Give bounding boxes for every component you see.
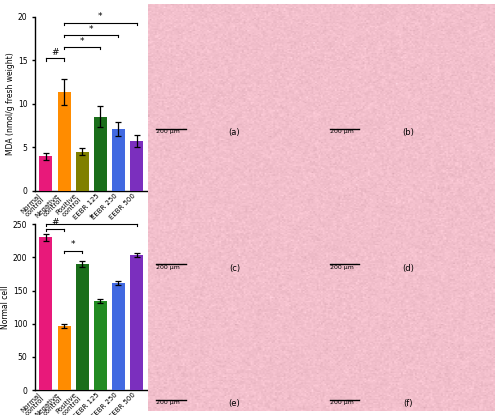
- Bar: [130, 255, 143, 390]
- Y-axis label: MDA (nmol/g fresh weight): MDA (nmol/g fresh weight): [6, 52, 15, 155]
- Bar: [94, 117, 107, 191]
- Text: 200 μm: 200 μm: [156, 265, 180, 270]
- Bar: [76, 151, 88, 191]
- Text: (b): (b): [402, 128, 414, 137]
- Text: *: *: [89, 214, 94, 223]
- Bar: [40, 156, 52, 191]
- Text: 200 μm: 200 μm: [156, 400, 180, 405]
- Bar: [94, 301, 107, 390]
- Text: *: *: [71, 240, 76, 249]
- Bar: [112, 283, 125, 390]
- Text: (a): (a): [228, 128, 240, 137]
- Bar: [58, 93, 70, 191]
- Bar: [40, 237, 52, 390]
- Text: (c): (c): [229, 264, 240, 273]
- Text: 200 μm: 200 μm: [330, 400, 354, 405]
- Text: #: #: [51, 218, 59, 227]
- Text: 200 μm: 200 μm: [330, 129, 354, 134]
- Text: *: *: [98, 12, 102, 21]
- Bar: [112, 129, 125, 191]
- Text: #: #: [51, 48, 59, 57]
- Text: 200 μm: 200 μm: [156, 129, 180, 134]
- Text: *: *: [80, 37, 84, 46]
- Bar: [76, 264, 88, 390]
- Text: (e): (e): [228, 399, 240, 408]
- Text: (d): (d): [402, 264, 414, 273]
- Bar: [58, 326, 70, 390]
- Bar: [130, 141, 143, 191]
- Text: *: *: [89, 24, 94, 34]
- Text: 200 μm: 200 μm: [330, 265, 354, 270]
- Y-axis label: Normal cell: Normal cell: [1, 286, 10, 329]
- Text: (f): (f): [404, 399, 413, 408]
